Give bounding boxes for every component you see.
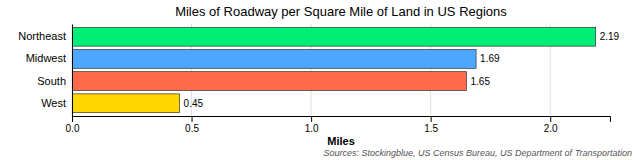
- x-tick-mark: [550, 116, 551, 122]
- x-tick-label: 1.5: [424, 123, 438, 134]
- data-label: 2.19: [600, 31, 620, 42]
- y-tick: Midwest: [26, 52, 72, 64]
- y-tick-label: Midwest: [26, 52, 66, 64]
- chart: 2.19 1.69 1.65 0.45 0.0 0.5 1.0 1.5 2.0 Northeast…: [0, 0, 640, 160]
- data-labels: 2.19 1.69 1.65 0.45: [184, 31, 620, 109]
- x-tick: 0.5: [185, 116, 199, 134]
- y-tick: West: [41, 97, 72, 109]
- x-tick: 1.0: [305, 116, 319, 134]
- y-tick-label: West: [41, 97, 66, 109]
- y-tick-label: Northeast: [18, 30, 66, 42]
- data-label: 1.69: [480, 53, 500, 64]
- y-axis-line: [72, 25, 73, 117]
- x-axis: 0.0 0.5 1.0 1.5 2.0: [66, 116, 611, 134]
- x-tick-mark: [431, 116, 432, 122]
- bar: [72, 72, 467, 91]
- y-tick: Northeast: [18, 30, 72, 42]
- y-axis: Northeast Midwest South West: [18, 25, 72, 117]
- x-tick-label: 2.0: [544, 123, 558, 134]
- x-axis-title: Miles: [327, 135, 355, 147]
- x-tick-label: 1.0: [305, 123, 319, 134]
- y-tick-label: South: [37, 75, 66, 87]
- x-tick: 2.0: [544, 116, 558, 134]
- x-tick: 0.0: [66, 116, 80, 134]
- x-tick-mark: [192, 116, 193, 122]
- data-label: 1.65: [471, 76, 491, 87]
- x-tick-label: 0.0: [66, 123, 80, 134]
- plot: 2.19 1.69 1.65 0.45 0.0 0.5 1.0 1.5 2.0 Northeast…: [18, 24, 619, 134]
- annotation: Sources: Stockingblue, US Census Bureau,…: [324, 148, 633, 158]
- x-tick-label: 0.5: [185, 123, 199, 134]
- bars: [72, 27, 596, 112]
- x-tick-mark: [311, 116, 312, 122]
- title: Miles of Roadway per Square Mile of Land…: [175, 4, 507, 19]
- bar: [72, 49, 476, 68]
- y-tick: South: [37, 75, 72, 87]
- data-label: 0.45: [184, 98, 204, 109]
- bar: [72, 27, 596, 46]
- grid-line: [72, 24, 73, 116]
- x-tick: 1.5: [424, 116, 438, 134]
- x-tick-mark: [72, 116, 73, 122]
- x-axis-line: [73, 117, 611, 123]
- bar: [72, 94, 180, 113]
